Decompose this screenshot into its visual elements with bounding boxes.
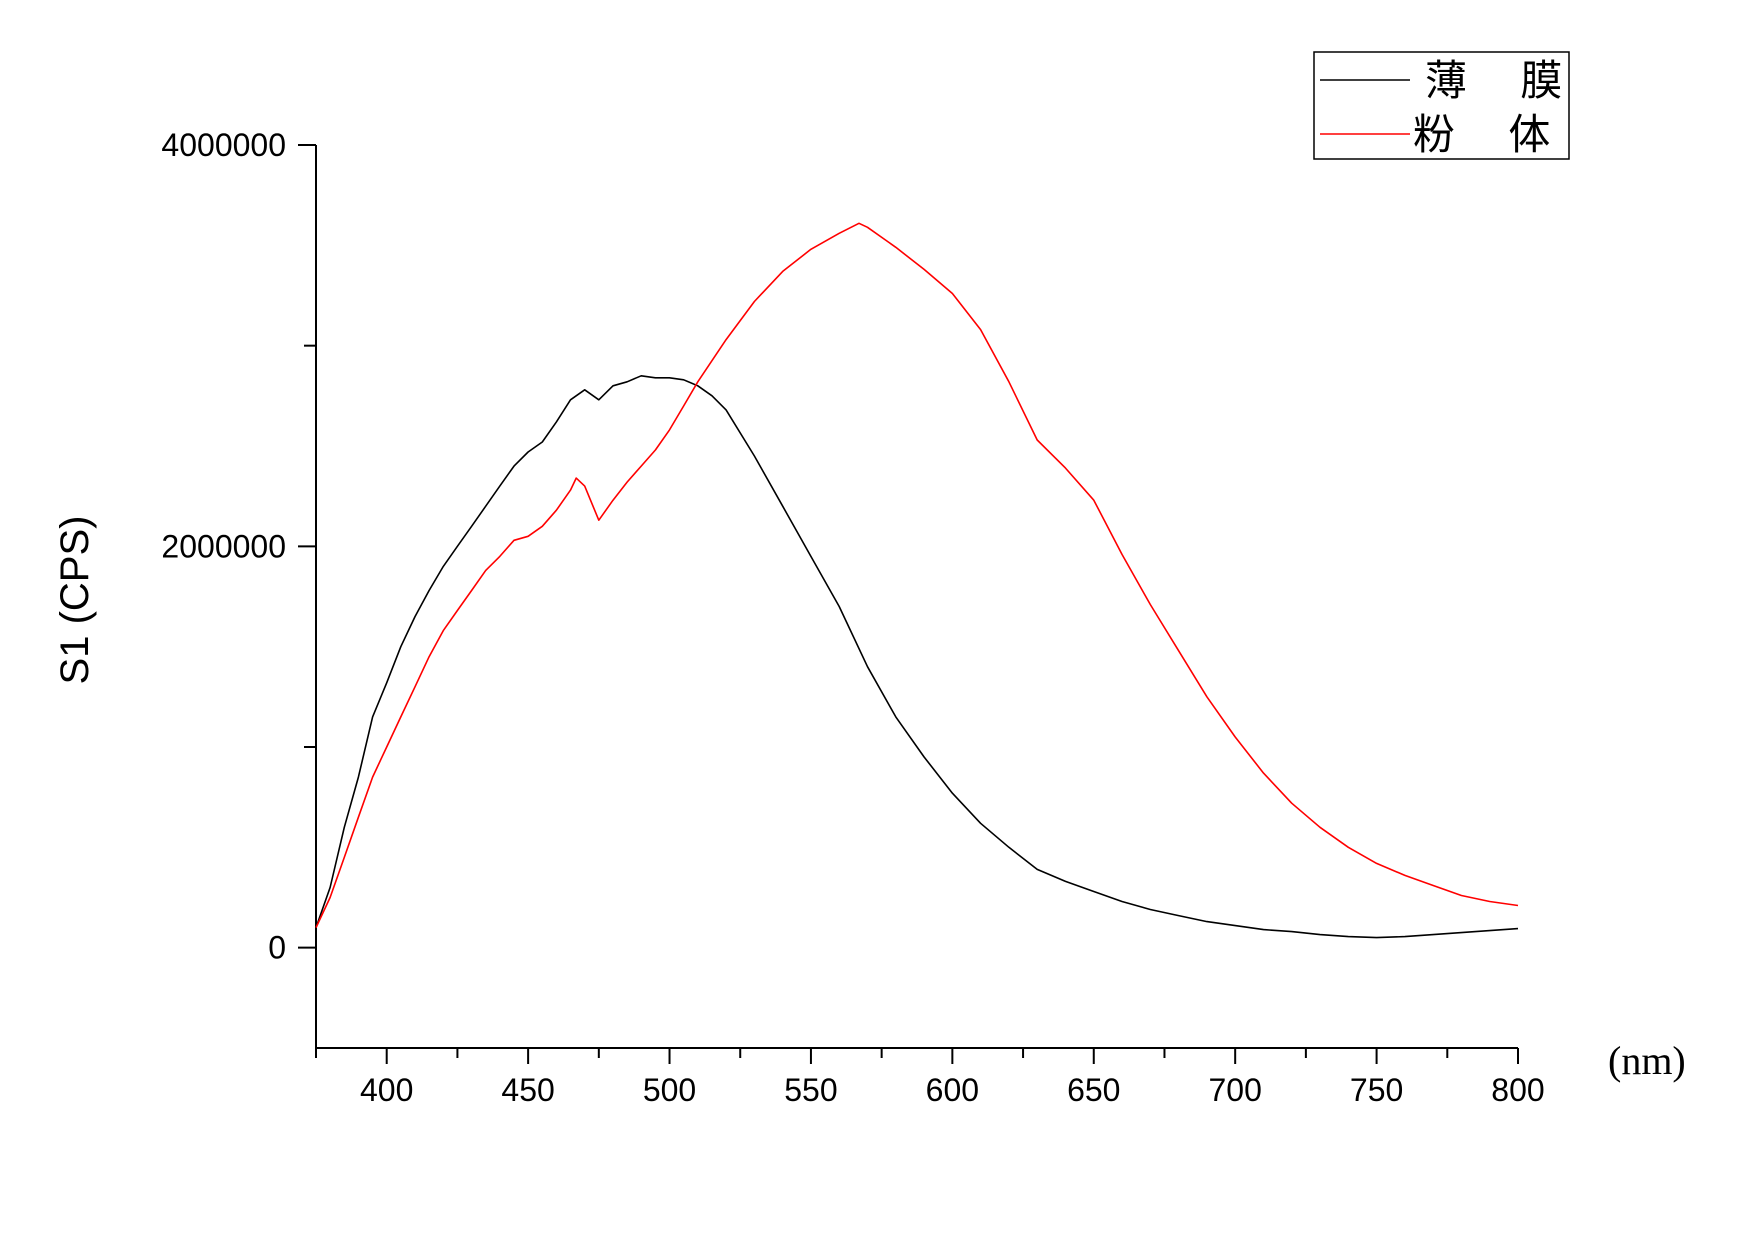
series-layer — [315, 222, 1519, 939]
axes — [315, 145, 1518, 1049]
y-tick-label: 2000000 — [161, 528, 286, 564]
x-tick-label: 450 — [501, 1072, 554, 1108]
x-tick-label: 550 — [784, 1072, 837, 1108]
legend-frame — [1313, 51, 1570, 160]
y-tick-label: 4000000 — [161, 127, 286, 163]
series-line-film — [315, 374, 1519, 939]
x-ticks: 400 450 500 550 600 650 700 750 800 — [315, 1048, 1545, 1108]
legend: 薄 膜 粉 体 — [1313, 51, 1582, 160]
series-line-powder — [315, 222, 1519, 928]
x-tick-label: 600 — [926, 1072, 979, 1108]
legend-label-powder: 粉 体 — [1413, 110, 1570, 159]
y-axis-title: S1 (CPS) — [53, 516, 97, 685]
x-tick-label: 700 — [1208, 1072, 1261, 1108]
y-ticks: 0 2000000 4000000 — [161, 127, 316, 966]
x-tick-label: 500 — [643, 1072, 696, 1108]
x-tick-label: 650 — [1067, 1072, 1120, 1108]
legend-label-film: 薄 膜 — [1425, 56, 1582, 105]
x-tick-label: 800 — [1491, 1072, 1544, 1108]
x-tick-label: 750 — [1350, 1072, 1403, 1108]
y-tick-label: 0 — [268, 930, 286, 966]
x-tick-label: 400 — [360, 1072, 413, 1108]
x-unit-label: (nm) — [1608, 1038, 1686, 1083]
